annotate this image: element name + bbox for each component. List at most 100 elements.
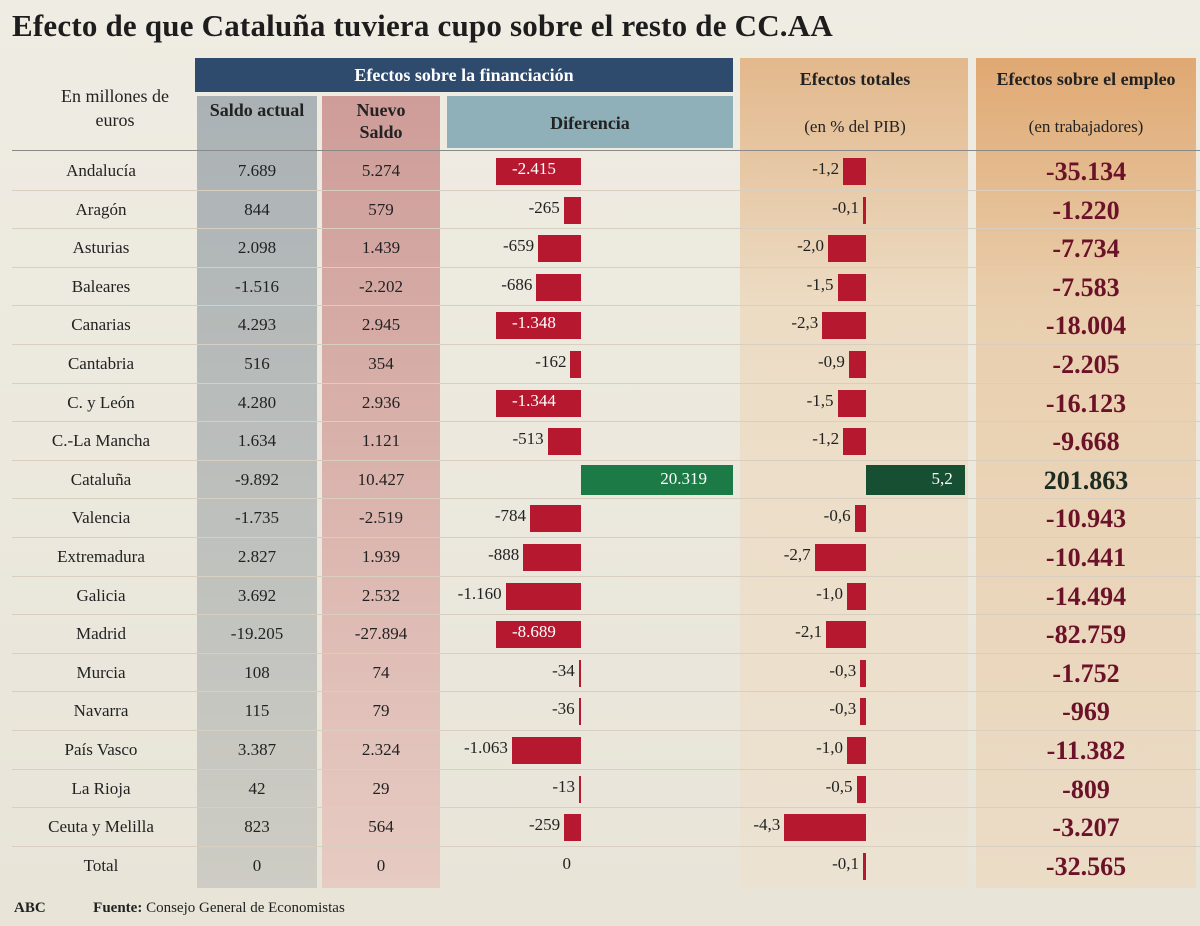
empleo-value: -10.943	[1045, 504, 1127, 534]
diferencia-label: -1.344	[512, 390, 556, 410]
diferencia-bar	[523, 544, 581, 571]
empleo-value: -14.494	[1045, 581, 1127, 611]
saldo-actual-value: 1.634	[237, 431, 277, 451]
pib-bar	[814, 544, 866, 571]
empleo-value: -16.123	[1045, 388, 1127, 418]
diferencia-label: 0	[562, 853, 572, 873]
nuevo-saldo-value: 564	[368, 817, 394, 837]
diferencia-label: -1.348	[512, 313, 556, 333]
pib-bar	[863, 196, 866, 224]
nuevo-saldo-value: -2.202	[359, 276, 403, 296]
pib-bar	[847, 582, 866, 610]
diferencia-bar	[564, 814, 581, 842]
pib-bar	[854, 505, 866, 533]
region-label: Valencia	[71, 508, 131, 528]
diferencia-label: -888	[488, 545, 520, 564]
diferencia-label: -34	[552, 660, 575, 680]
row-divider	[12, 344, 1200, 345]
diferencia-bar	[511, 737, 581, 764]
nuevo-saldo-value: 1.439	[361, 238, 401, 258]
saldo-actual-value: 516	[244, 354, 270, 373]
empleo-value: -7.734	[1052, 234, 1120, 264]
diferencia-bar	[547, 428, 581, 456]
saldo-actual-value: 4.293	[237, 315, 277, 335]
saldo-actual-value: 42	[248, 778, 266, 798]
diferencia-header: Diferencia	[550, 113, 630, 133]
empleo-value: -3.207	[1052, 813, 1120, 843]
pib-bar	[837, 389, 866, 417]
nuevo-saldo-value: 10.427	[357, 469, 405, 489]
row-divider	[12, 730, 1200, 731]
pib-label: -2,3	[791, 313, 819, 333]
pib-label: -1,2	[812, 159, 840, 178]
saldo-actual-value: -1.516	[235, 276, 279, 296]
empleo-value: -809	[1062, 774, 1110, 804]
region-label: La Rioja	[71, 778, 131, 798]
pib-label: 5,2	[931, 468, 953, 488]
pib-bar	[843, 158, 866, 185]
diferencia-bar	[538, 235, 581, 263]
pib-label: -0,5	[825, 776, 853, 796]
pib-bar	[784, 814, 866, 842]
nuevo-saldo-value: -2.519	[359, 508, 403, 528]
pib-bar	[848, 351, 866, 378]
nuevo-saldo-value: 79	[372, 701, 390, 721]
row-divider	[12, 575, 1200, 577]
region-label: Total	[83, 855, 119, 875]
saldo-actual-value: 4.280	[237, 392, 277, 412]
row-divider	[12, 459, 1200, 461]
pib-label: -0,1	[832, 853, 859, 873]
pib-label: -1,2	[812, 429, 840, 449]
nuevo-saldo-value: 2.324	[361, 740, 401, 759]
nuevo-saldo-value: 2.945	[361, 315, 401, 335]
pib-bar	[847, 737, 866, 764]
region-label: C. y León	[67, 392, 135, 412]
diferencia-label: -36	[551, 699, 575, 719]
diferencia-bar	[530, 505, 581, 533]
diferencia-bar	[579, 775, 581, 803]
nuevo-saldo-value: 354	[368, 354, 394, 373]
row-divider	[12, 498, 1200, 500]
row-divider	[12, 691, 1200, 693]
pib-label: -2,0	[797, 236, 824, 256]
pib-label: -0,3	[829, 660, 857, 680]
empleo-value: -7.583	[1052, 272, 1120, 302]
region-label: Andalucía	[66, 161, 136, 180]
nuevo-saldo-value: 1.121	[361, 431, 401, 451]
header-divider	[12, 150, 1200, 151]
diferencia-bar	[581, 464, 733, 495]
diferencia-bar	[536, 273, 581, 301]
pib-label: -0,3	[829, 699, 857, 719]
diferencia-label: -784	[494, 506, 527, 526]
saldo-actual-value: -1.735	[235, 508, 279, 528]
pib-bar	[856, 775, 866, 803]
row-divider	[12, 537, 1200, 538]
diferencia-label: -659	[502, 236, 535, 256]
pib-bar	[828, 235, 866, 263]
pib-label: -1,5	[806, 274, 834, 294]
empleo-value: -35.134	[1045, 157, 1127, 186]
nuevo-saldo-value: 5.274	[361, 161, 401, 180]
saldo-actual-value: 115	[244, 701, 270, 721]
pib-bar	[863, 852, 866, 880]
pib-label: -4,3	[753, 815, 781, 835]
diferencia-bar	[578, 698, 581, 726]
nuevo-saldo-value: 74	[372, 662, 390, 682]
empleo-value: -9.668	[1052, 427, 1120, 457]
saldo-actual-value: 3.387	[237, 740, 277, 759]
nuevo-saldo-value: 2.532	[361, 585, 401, 605]
source-text: Consejo General de Economistas	[146, 900, 345, 916]
pib-label: -1,0	[816, 738, 843, 757]
region-label: Baleares	[71, 276, 131, 296]
saldo-actual-column-bg	[197, 96, 317, 888]
empleo-header: Efectos sobre el empleo	[996, 69, 1176, 89]
empleo-value: -10.441	[1045, 543, 1127, 572]
diferencia-header-bg	[447, 96, 733, 148]
pib-bar	[866, 464, 965, 495]
row-divider	[12, 614, 1200, 616]
empleo-value: -32.565	[1045, 851, 1127, 881]
region-label: Cataluña	[70, 469, 132, 489]
empleo-value: -11.382	[1046, 736, 1126, 765]
pib-label: -2,1	[795, 622, 823, 642]
